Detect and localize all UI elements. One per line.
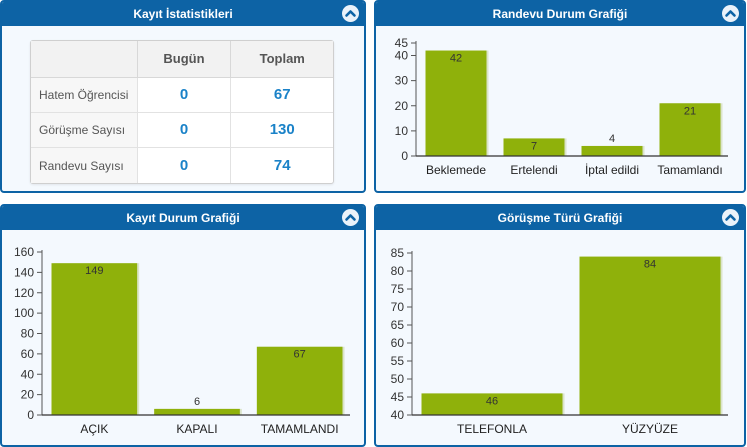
table-row: Hatem Öğrencisi 0 67	[31, 76, 333, 113]
bar	[659, 103, 721, 156]
meeting-bar-chart: 40 45 50 55 60 65 70 75 80 85 46 TELEFONLA 84 YÜZYÜZE	[391, 246, 728, 436]
stats-panel-header: Kayıt İstatistikleri	[2, 2, 364, 26]
row-label: Randevu Sayısı	[31, 147, 137, 183]
category-label: AÇIK	[80, 422, 108, 436]
y-tick-label: 80	[21, 327, 35, 341]
category-label: YÜZYÜZE	[622, 422, 678, 436]
y-tick-label: 60	[391, 336, 405, 350]
y-tick-label: 55	[391, 354, 405, 368]
meeting-panel: Görüşme Türü Grafiği 40 45 50 55 60 65 70 75 80 8…	[374, 204, 746, 447]
y-tick-label: 70	[391, 300, 405, 314]
table-row: Randevu Sayısı 0 74	[31, 147, 333, 183]
today-value[interactable]: 0	[136, 111, 231, 148]
appointment-panel-title: Randevu Durum Grafiği	[492, 7, 628, 21]
row-label: Görüşme Sayısı	[31, 111, 137, 148]
y-tick-label: 0	[401, 149, 408, 163]
bar	[256, 346, 343, 415]
y-tick-label: 20	[21, 388, 35, 402]
bar	[425, 50, 487, 156]
header-empty-cell	[31, 41, 137, 78]
y-tick-label: 60	[21, 347, 35, 361]
chevron-up-icon	[345, 214, 356, 221]
category-label: TAMAMLANDI	[261, 422, 339, 436]
collapse-button[interactable]	[342, 5, 359, 22]
meeting-panel-header: Görüşme Türü Grafiği	[376, 206, 744, 230]
bar	[421, 393, 563, 415]
y-tick-label: 40	[391, 408, 405, 422]
category-label: İptal edildi	[585, 163, 639, 177]
bar-value-label: 42	[450, 53, 462, 65]
y-tick-label: 20	[395, 99, 409, 113]
today-value[interactable]: 0	[136, 76, 231, 113]
registration-bar-chart: 0 20 40 60 80 100 120 140 160 149 AÇIK 6 KAPALI 67 TAM…	[14, 245, 350, 436]
meeting-panel-title: Görüşme Türü Grafiği	[497, 211, 623, 225]
collapse-button[interactable]	[342, 209, 359, 226]
row-label: Hatem Öğrencisi	[31, 76, 137, 113]
y-tick-label: 140	[14, 265, 34, 279]
y-tick-label: 120	[14, 286, 34, 300]
table-row: Görüşme Sayısı 0 130	[31, 111, 333, 148]
bar-value-label: 21	[684, 105, 696, 117]
y-tick-label: 75	[391, 282, 405, 296]
stats-panel: Kayıt İstatistikleri Bugün Toplam Hatem …	[0, 0, 366, 193]
total-value[interactable]: 74	[230, 147, 333, 183]
category-label: TELEFONLA	[457, 422, 527, 436]
y-tick-label: 10	[395, 124, 409, 138]
registration-panel: Kayıt Durum Grafiği 0 20 40 60 80 100 120 140 16…	[0, 204, 366, 447]
bar-value-label: 7	[531, 140, 537, 152]
appointment-panel: Randevu Durum Grafiği 0 10 20 30 40 45 42 Bekle…	[374, 0, 746, 193]
category-label: Tamamlandı	[657, 163, 722, 177]
chevron-up-icon	[345, 10, 356, 17]
y-tick-label: 30	[395, 74, 409, 88]
bar	[503, 138, 565, 156]
y-tick-label: 45	[395, 36, 409, 50]
collapse-button[interactable]	[722, 5, 739, 22]
bar	[581, 145, 643, 156]
bar	[51, 263, 138, 415]
collapse-button[interactable]	[722, 209, 739, 226]
bar-value-label: 149	[85, 265, 103, 277]
category-label: KAPALI	[176, 422, 217, 436]
column-header-total: Toplam	[230, 41, 333, 78]
registration-panel-title: Kayıt Durum Grafiği	[126, 211, 240, 225]
y-tick-label: 0	[27, 408, 34, 422]
registration-panel-header: Kayıt Durum Grafiği	[2, 206, 364, 230]
category-label: Ertelendi	[510, 163, 557, 177]
bar	[579, 256, 721, 415]
y-tick-label: 40	[21, 367, 35, 381]
bar-value-label: 4	[609, 133, 615, 145]
y-tick-label: 65	[391, 318, 405, 332]
bar-value-label: 84	[644, 259, 656, 271]
y-tick-label: 100	[14, 306, 34, 320]
stats-table: Bugün Toplam Hatem Öğrencisi 0 67 Görüşm…	[30, 40, 334, 184]
y-tick-label: 160	[14, 245, 34, 259]
today-value[interactable]: 0	[136, 147, 231, 183]
total-value[interactable]: 67	[230, 76, 333, 113]
y-tick-label: 45	[391, 390, 405, 404]
category-label: Beklemede	[426, 163, 486, 177]
y-tick-label: 50	[391, 372, 405, 386]
bar	[154, 408, 240, 415]
chevron-up-icon	[725, 214, 736, 221]
stats-panel-title: Kayıt İstatistikleri	[133, 7, 233, 21]
appointment-panel-header: Randevu Durum Grafiği	[376, 2, 744, 26]
bar-value-label: 46	[486, 395, 498, 407]
bar-value-label: 67	[294, 349, 306, 361]
y-tick-label: 40	[395, 49, 409, 63]
bar-value-label: 6	[194, 396, 200, 408]
column-header-today: Bugün	[136, 41, 231, 78]
chevron-up-icon	[725, 10, 736, 17]
y-tick-label: 80	[391, 264, 405, 278]
y-tick-label: 85	[391, 246, 405, 260]
total-value[interactable]: 130	[230, 111, 333, 148]
